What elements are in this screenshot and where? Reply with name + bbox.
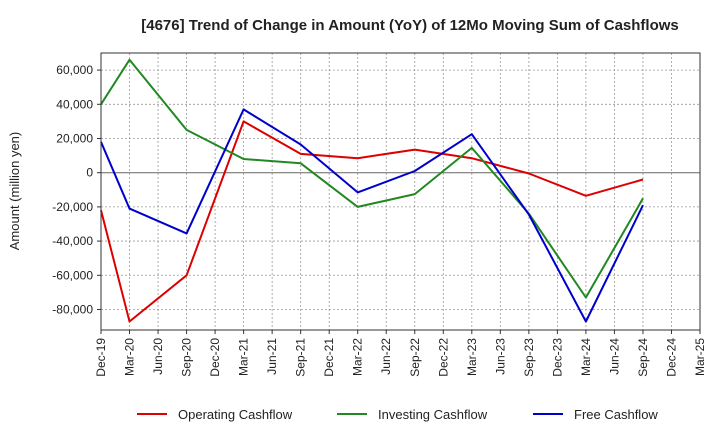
x-tick-label: Dec-20 xyxy=(208,338,222,377)
series-line-operating-cashflow xyxy=(100,120,644,323)
x-tick-label: Jun-21 xyxy=(265,338,279,375)
x-tick-label: Mar-22 xyxy=(351,338,365,376)
grid xyxy=(101,53,700,330)
x-tick-label: Dec-23 xyxy=(550,338,564,377)
x-tick-label: Jun-22 xyxy=(379,338,393,375)
y-tick-label: -20,000 xyxy=(52,200,93,214)
y-tick-label: 20,000 xyxy=(56,131,93,145)
y-tick-label: -80,000 xyxy=(52,302,93,316)
y-tick-label: 0 xyxy=(86,166,93,180)
x-tick-label: Sep-23 xyxy=(522,338,536,377)
x-tick-label: Dec-19 xyxy=(94,338,108,377)
y-tick-label: 60,000 xyxy=(56,63,93,77)
series-layer xyxy=(100,58,644,323)
x-tick-label: Mar-23 xyxy=(465,338,479,376)
y-tick-label: 40,000 xyxy=(56,97,93,111)
x-tick-label: Sep-24 xyxy=(636,338,650,377)
chart-title: [4676] Trend of Change in Amount (YoY) o… xyxy=(141,17,679,34)
legend-label-free-cashflow: Free Cashflow xyxy=(574,407,658,422)
y-tick-label: -60,000 xyxy=(52,268,93,282)
series-line-free-cashflow xyxy=(100,108,644,323)
plot-frame xyxy=(100,52,701,331)
x-tick-label: Mar-21 xyxy=(237,338,251,376)
x-tick-label: Dec-21 xyxy=(322,338,336,377)
y-tick-label: -40,000 xyxy=(52,234,93,248)
x-tick-label: Mar-25 xyxy=(693,338,707,376)
x-tick-label: Sep-20 xyxy=(180,338,194,377)
x-tick-label: Jun-24 xyxy=(607,338,621,375)
legend-label-investing-cashflow: Investing Cashflow xyxy=(378,407,488,422)
x-tick-label: Jun-20 xyxy=(151,338,165,375)
y-axis-label: Amount (million yen) xyxy=(7,132,22,251)
x-tick-label: Dec-22 xyxy=(436,338,450,377)
x-tick-label: Sep-22 xyxy=(408,338,422,377)
axes: 60,000 40,000 20,000 0 -20,000 -40,000 -60,000… xyxy=(52,52,707,377)
x-tick-label: Mar-24 xyxy=(579,338,593,376)
x-tick-label: Dec-24 xyxy=(664,338,678,377)
legend-label-operating-cashflow: Operating Cashflow xyxy=(178,407,293,422)
series-line-investing-cashflow xyxy=(100,58,644,299)
x-tick-label: Sep-21 xyxy=(294,338,308,377)
legend: Operating Cashflow Investing Cashflow Free… xyxy=(137,407,658,422)
x-tick-label: Mar-20 xyxy=(123,338,137,376)
x-tick-label: Jun-23 xyxy=(493,338,507,375)
